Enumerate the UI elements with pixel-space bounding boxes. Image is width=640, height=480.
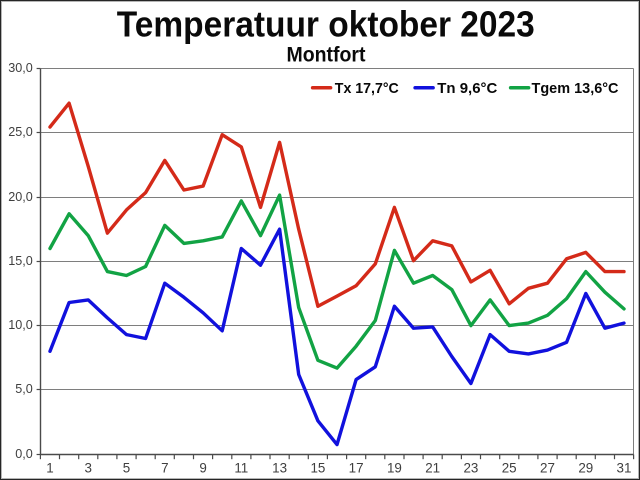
svg-text:10,0: 10,0: [8, 318, 33, 332]
svg-text:13: 13: [272, 461, 287, 476]
svg-text:Tn 9,6°C: Tn 9,6°C: [437, 80, 497, 97]
svg-text:1: 1: [46, 461, 53, 476]
svg-text:19: 19: [387, 461, 402, 476]
svg-text:Tx 17,7°C: Tx 17,7°C: [335, 80, 399, 97]
svg-text:21: 21: [425, 461, 440, 476]
svg-text:29: 29: [578, 461, 593, 476]
svg-text:5,0: 5,0: [15, 382, 33, 396]
svg-text:7: 7: [161, 461, 168, 476]
svg-text:Montfort: Montfort: [287, 42, 366, 66]
svg-text:3: 3: [84, 461, 91, 476]
svg-text:Tgem 13,6°C: Tgem 13,6°C: [532, 80, 619, 97]
svg-text:31: 31: [617, 461, 632, 476]
svg-text:25: 25: [502, 461, 517, 476]
svg-text:23: 23: [463, 461, 478, 476]
svg-text:25,0: 25,0: [8, 125, 33, 139]
svg-text:Temperatuur oktober 2023: Temperatuur oktober 2023: [117, 3, 535, 44]
svg-text:9: 9: [199, 461, 206, 476]
svg-text:17: 17: [349, 461, 364, 476]
svg-text:11: 11: [234, 461, 248, 476]
svg-text:15,0: 15,0: [8, 254, 33, 268]
svg-text:0,0: 0,0: [15, 447, 33, 461]
svg-text:5: 5: [123, 461, 130, 476]
svg-text:30,0: 30,0: [8, 61, 33, 75]
svg-text:20,0: 20,0: [8, 190, 33, 204]
svg-text:15: 15: [310, 461, 325, 476]
svg-text:27: 27: [540, 461, 555, 476]
